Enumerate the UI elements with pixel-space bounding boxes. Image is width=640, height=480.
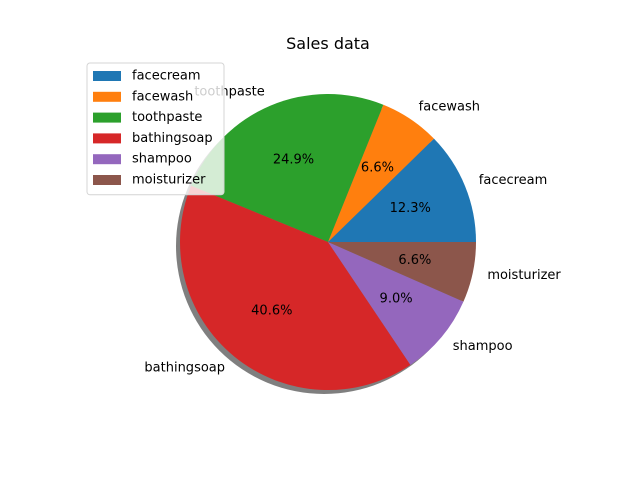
pie-slice-shampoo (328, 242, 464, 365)
slice-label-bathingsoap: bathingsoap (144, 361, 225, 376)
legend-swatch-facecream (93, 71, 121, 81)
legend-swatch-toothpaste (93, 112, 121, 123)
legend-swatch-bathingsoap (93, 133, 121, 144)
pie-slice-toothpaste (191, 94, 384, 242)
legend: facecream facewash toothpaste bathingsoap sh… (86, 62, 225, 196)
pct-label-facecream: 12.3% (390, 201, 431, 216)
legend-label-moisturizer: moisturizer (132, 173, 206, 188)
legend-label-bathingsoap: bathingsoap (132, 131, 213, 146)
pie-slice-moisturizer (328, 242, 476, 302)
pct-label-facewash: 6.6% (361, 161, 394, 176)
pie-slices (179, 94, 476, 391)
legend-swatch-moisturizer (93, 175, 121, 185)
slice-label-facewash: facewash (419, 99, 480, 114)
pie-slice-facecream (328, 138, 476, 242)
pie-labels: facecream12.3%facewash6.6%toothpaste24.9… (144, 84, 561, 375)
legend-swatch-facewash (93, 91, 121, 102)
pct-label-bathingsoap: 40.6% (251, 303, 292, 318)
slice-label-shampoo: shampoo (453, 339, 513, 354)
legend-label-facewash: facewash (132, 89, 193, 104)
pct-label-toothpaste: 24.9% (273, 153, 314, 168)
pie-slice-bathingsoap (179, 185, 411, 391)
pct-label-shampoo: 9.0% (380, 292, 413, 307)
legend-label-toothpaste: toothpaste (132, 110, 202, 125)
pie-slice-facewash (328, 104, 434, 242)
legend-frame (86, 62, 225, 196)
chart-title: Sales data (286, 34, 370, 53)
pct-label-moisturizer: 6.6% (398, 253, 431, 268)
slice-label-moisturizer: moisturizer (487, 268, 561, 283)
legend-swatch-shampoo (93, 154, 121, 165)
slice-label-facecream: facecream (479, 173, 548, 188)
legend-label-facecream: facecream (132, 69, 201, 84)
legend-label-shampoo: shampoo (132, 152, 192, 167)
